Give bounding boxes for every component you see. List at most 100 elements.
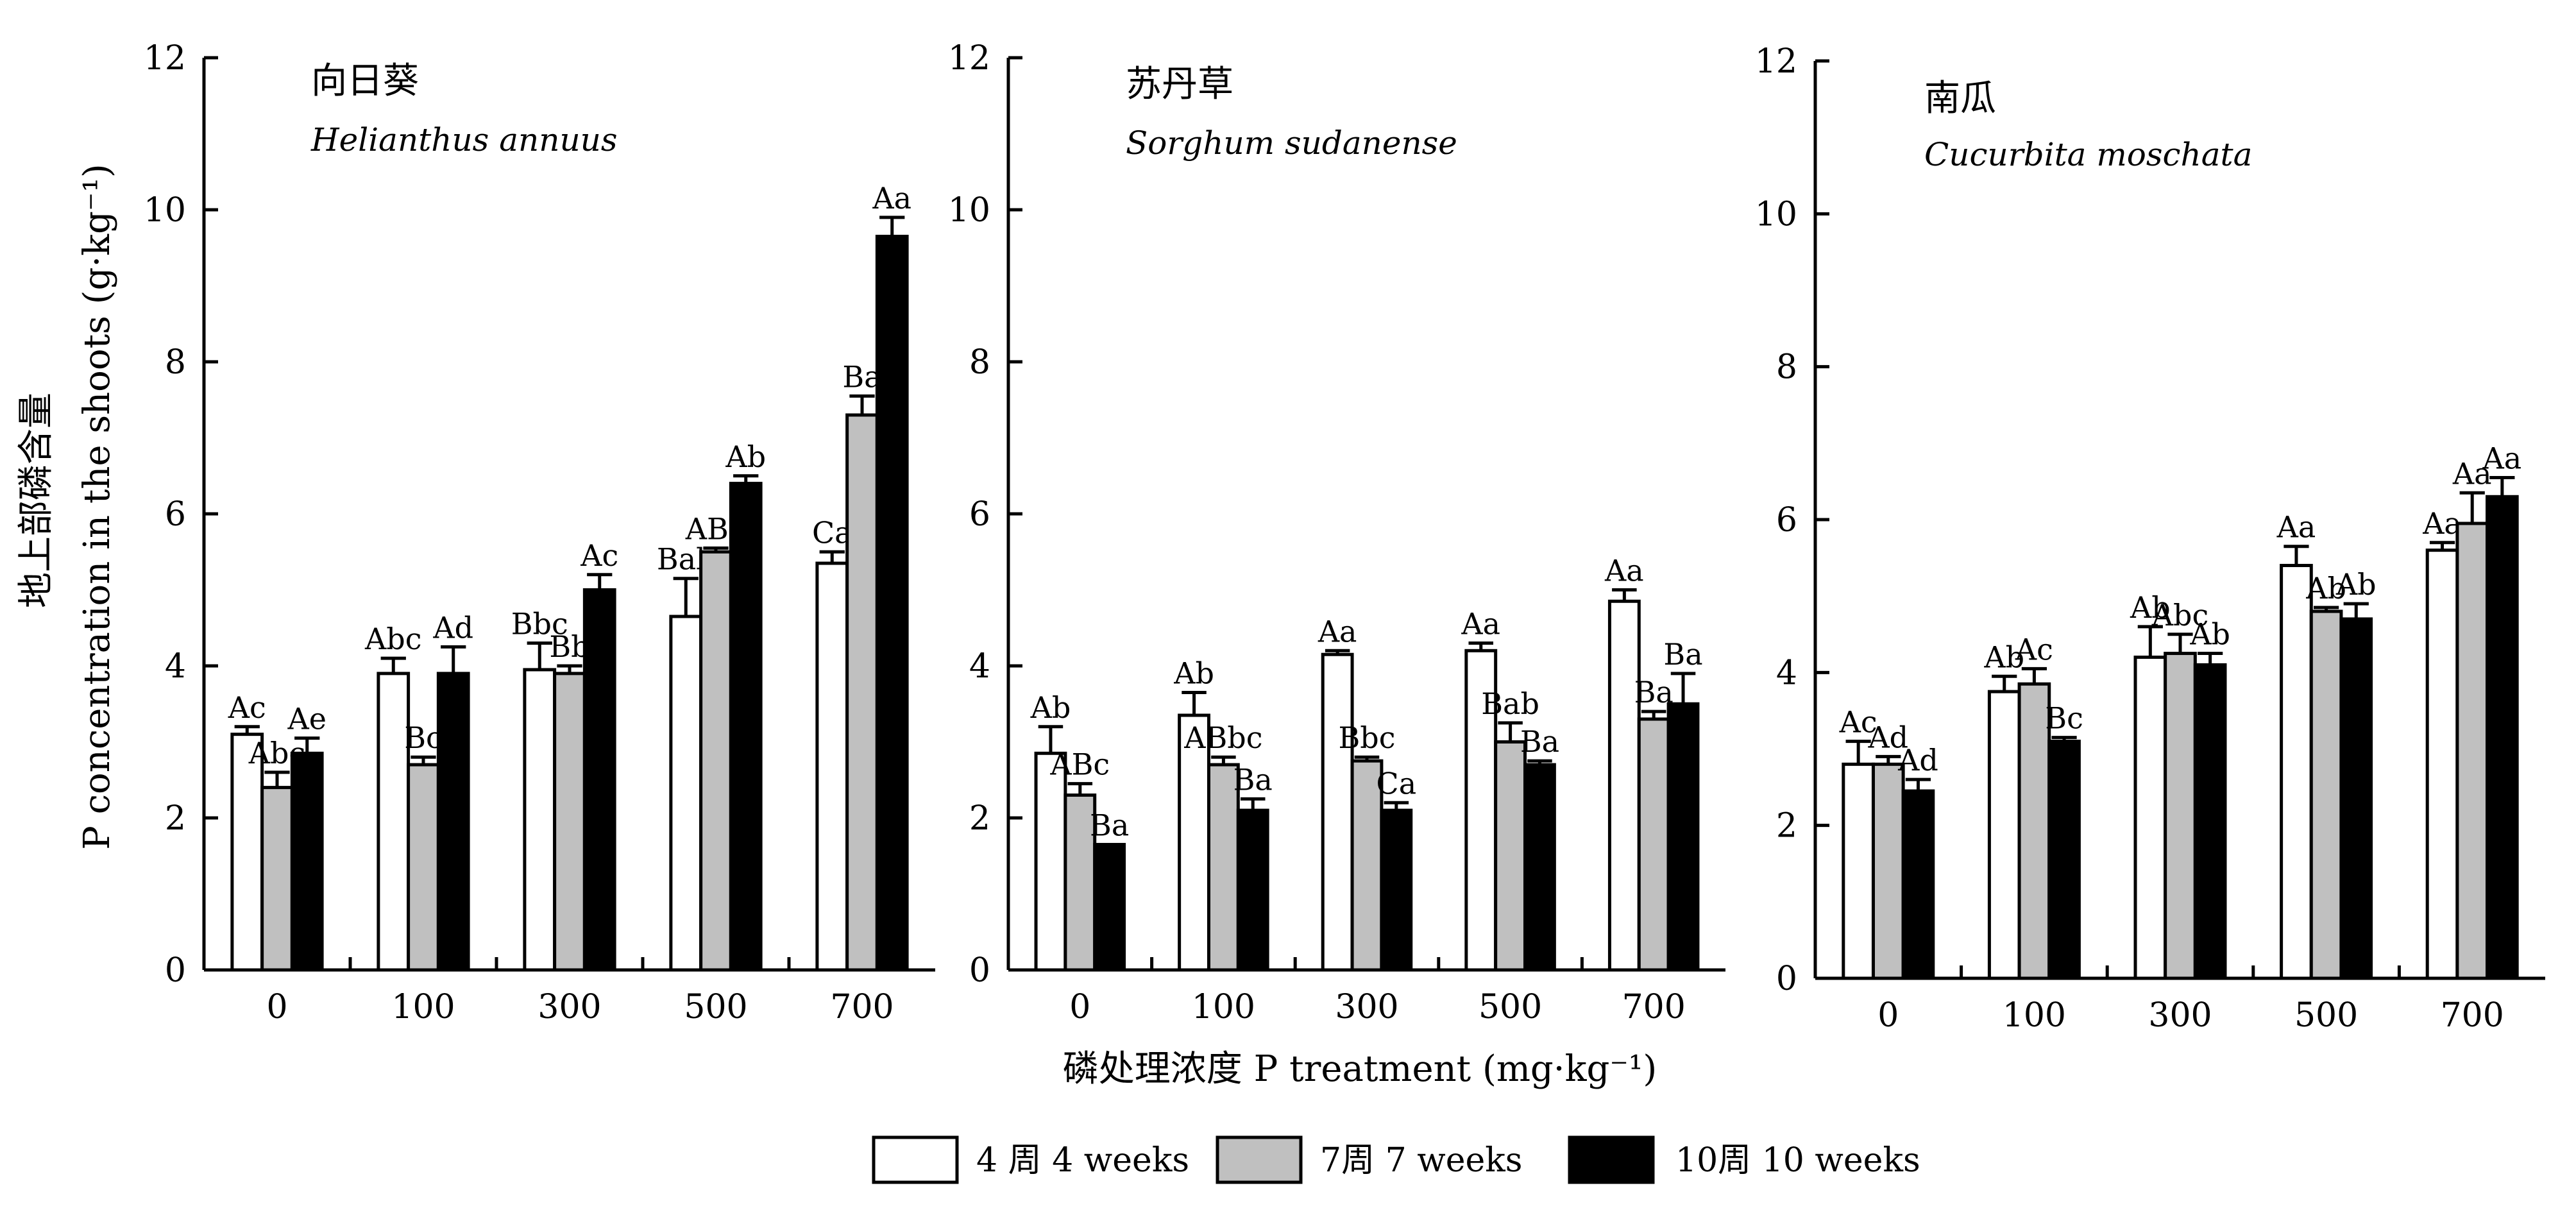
- y-axis-title-en: P concentration in the shoots (g·kg⁻¹): [76, 164, 118, 850]
- bar-week7: [260, 786, 294, 972]
- data-label: Ca: [1377, 766, 1417, 801]
- x-tick-label: 100: [391, 988, 455, 1026]
- x-tick-label: 0: [1877, 996, 1899, 1035]
- x-tick-label: 300: [2148, 996, 2212, 1035]
- data-label: Ab: [725, 439, 766, 474]
- y-tick-label: 12: [1755, 42, 1797, 81]
- data-label: Abc: [2151, 598, 2208, 633]
- data-label: Ae: [287, 702, 326, 736]
- data-label: Ba: [1634, 675, 1674, 709]
- bar-week4: [377, 672, 411, 972]
- chart-title-species: Cucurbita moschata: [1924, 136, 2252, 173]
- y-tick-label: 10: [948, 191, 990, 230]
- data-label: Ad: [432, 610, 473, 645]
- bar-week10: [2193, 663, 2227, 980]
- bar-week7: [2164, 652, 2197, 980]
- bar-week10: [1380, 808, 1413, 972]
- data-label: Bc: [404, 720, 443, 755]
- data-label: Ad: [1897, 743, 1938, 777]
- data-label: Ab: [2130, 590, 2171, 625]
- x-tick-label: 500: [1479, 988, 1542, 1026]
- chart-title-species: Sorghum sudanense: [1126, 124, 1457, 162]
- bar-week7: [407, 763, 440, 972]
- bar-week4: [2280, 564, 2313, 980]
- bar-week4: [2133, 656, 2167, 980]
- x-tick-label: 500: [684, 988, 747, 1026]
- legend-swatch-week7: [1216, 1135, 1303, 1184]
- bar-week4: [1607, 599, 1641, 972]
- bar-week10: [436, 672, 470, 972]
- x-tick-label: 700: [1622, 988, 1686, 1026]
- x-tick-label: 0: [266, 988, 287, 1026]
- y-tick-label: 2: [165, 799, 186, 838]
- x-tick-label: 100: [1192, 988, 1255, 1026]
- bar-week4: [1987, 690, 2021, 980]
- data-label: Bab: [1481, 686, 1539, 721]
- bar-week7: [699, 550, 733, 972]
- bar-week10: [1236, 808, 1269, 972]
- panel-3: 0246810120AcAdAd100AbAcBc300AbAbcAb500Aa…: [1755, 42, 2545, 1035]
- y-tick-label: 4: [969, 647, 990, 686]
- bar-week10: [290, 751, 324, 972]
- data-label: Aa: [2276, 510, 2316, 545]
- y-tick-label: 12: [144, 39, 186, 78]
- chart-title-zh: 苏丹草: [1126, 64, 1233, 105]
- bar-week7: [553, 672, 586, 972]
- legend-swatch-week10: [1568, 1135, 1655, 1184]
- data-label: Ba: [1663, 637, 1702, 672]
- x-tick-label: 300: [1335, 988, 1398, 1026]
- bar-week4: [1034, 751, 1067, 972]
- data-label: Aa: [1604, 554, 1644, 588]
- bar-week4: [1321, 652, 1354, 972]
- data-label: Ac: [1839, 705, 1877, 740]
- data-label: Aa: [2452, 456, 2492, 491]
- data-label: Bbc: [511, 606, 568, 641]
- data-label: Aa: [1318, 614, 1357, 649]
- data-label: Abc: [364, 622, 421, 656]
- panel-2: 0 2 4 6 8 10 12 0 Ab ABc Ba 100 Ab ABbc Ba 300 Aa Bbc Ca 50…: [948, 39, 1725, 1026]
- data-label: Ad: [1867, 720, 1908, 754]
- data-label: Ab: [1173, 656, 1214, 690]
- data-label: Ab: [1030, 690, 1071, 725]
- y-tick-label: 6: [969, 495, 990, 534]
- bar-week10: [1523, 763, 1556, 972]
- bar-week4: [815, 561, 849, 972]
- bar-week7: [1871, 762, 1905, 980]
- panels: 0246810120AcAbcAe100AbcBcAd300BbcBbAc500…: [144, 39, 2545, 1035]
- bar-week10: [2486, 495, 2519, 980]
- y-tick-label: 2: [969, 799, 990, 838]
- x-tick-label: 0: [1069, 988, 1090, 1026]
- data-label: Ba: [1090, 808, 1129, 842]
- bar-week10: [2339, 617, 2373, 980]
- bar-week7: [1637, 717, 1670, 972]
- bar-week4: [1842, 762, 1875, 980]
- legend-swatch-week4: [872, 1135, 959, 1184]
- bar-week10: [1666, 702, 1700, 972]
- chart-title-zh: 南瓜: [1924, 78, 1996, 119]
- y-tick-label: 2: [1776, 807, 1797, 845]
- data-label: Ac: [2015, 632, 2053, 667]
- data-label: Ab: [2335, 567, 2377, 602]
- bar-week10: [729, 482, 763, 972]
- data-label: Ab: [1983, 640, 2024, 674]
- y-tick-label: 4: [165, 647, 186, 686]
- data-label: Ba: [1520, 724, 1559, 759]
- chart-title-zh: 向日葵: [311, 60, 419, 102]
- legend-label-week4: 4 周 4 weeks: [976, 1141, 1189, 1180]
- y-tick-label: 0: [1776, 960, 1797, 998]
- data-label: Ac: [580, 538, 618, 573]
- data-label: ABc: [1049, 747, 1110, 782]
- x-tick-label: 300: [538, 988, 601, 1026]
- bar-week7: [845, 413, 879, 972]
- data-label: Aa: [872, 181, 911, 216]
- data-label: Aa: [2422, 506, 2462, 541]
- bar-week4: [523, 668, 557, 972]
- y-tick-label: 0: [165, 951, 186, 990]
- panel-1: 0246810120AcAbcAe100AbcBcAd300BbcBbAc500…: [144, 39, 935, 1026]
- bar-week4: [2425, 548, 2459, 980]
- bar-week10: [2047, 740, 2081, 980]
- data-label: Ab: [2305, 571, 2346, 606]
- data-label: Ab: [2189, 617, 2230, 652]
- legend-label-week10: 10周 10 weeks: [1675, 1141, 1920, 1180]
